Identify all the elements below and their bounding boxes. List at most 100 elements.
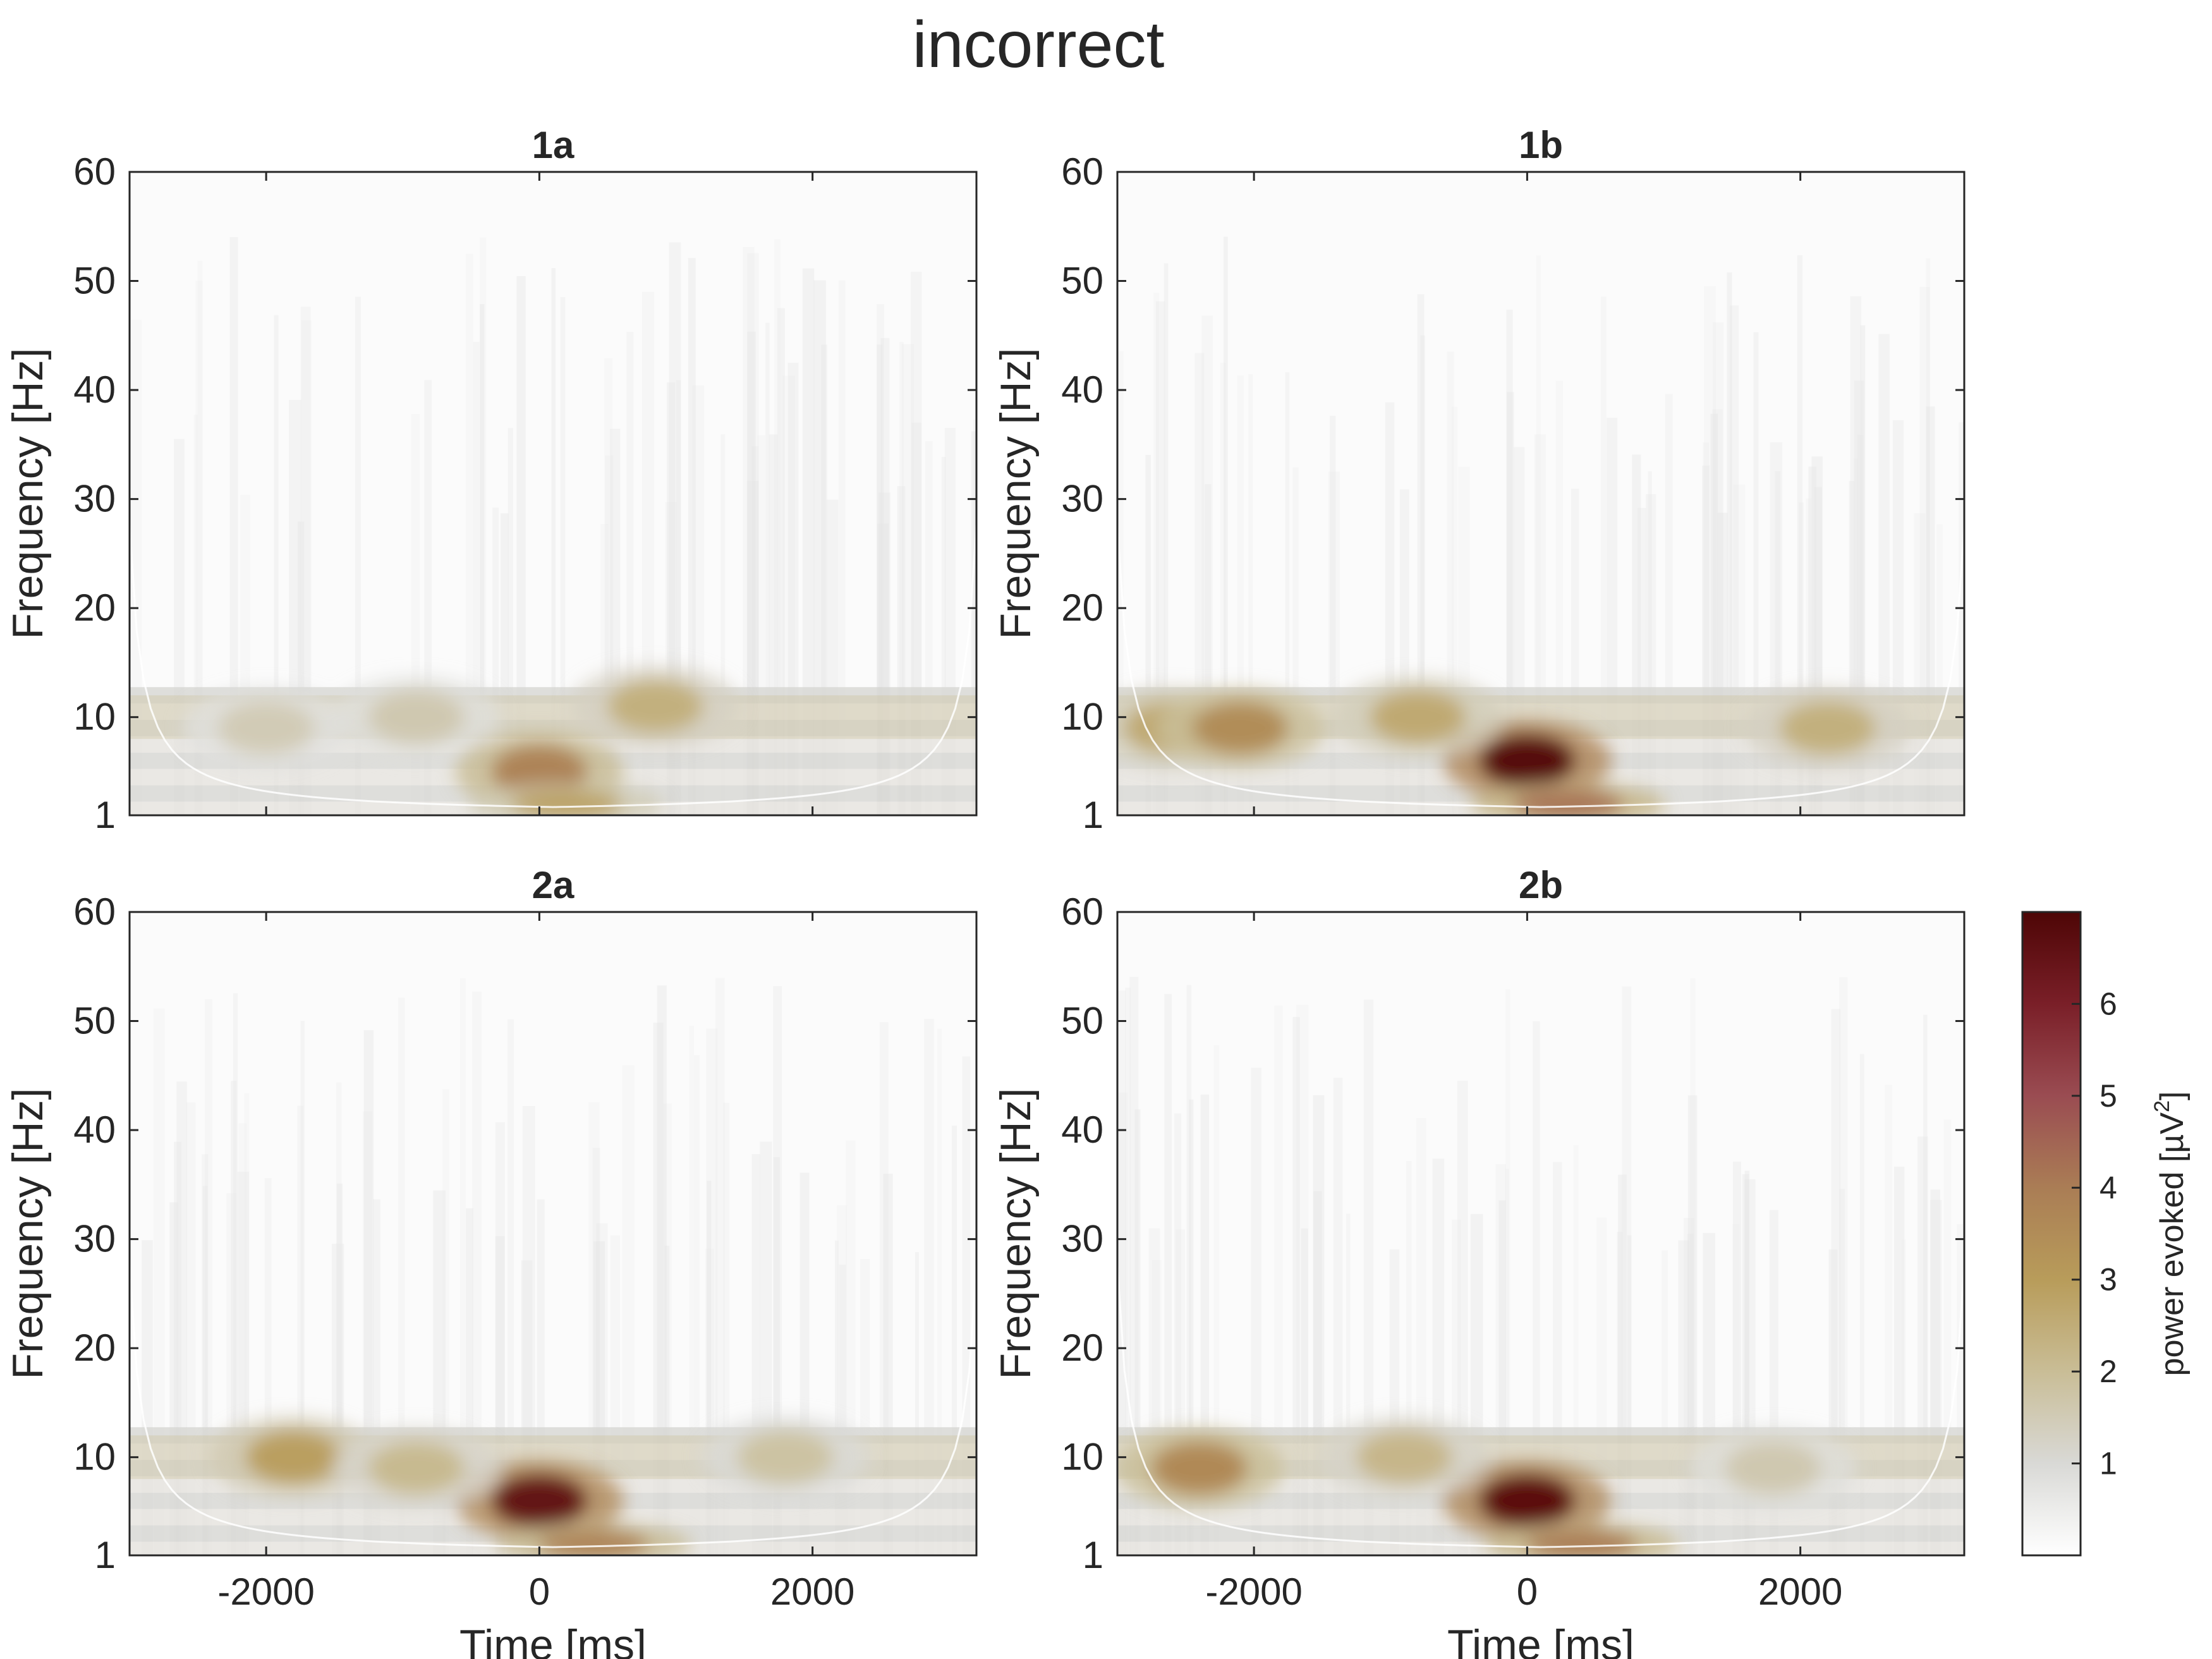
y-tick-label: 60 xyxy=(1061,890,1103,933)
heatmap-cell xyxy=(1186,985,1192,1555)
heatmap-cell xyxy=(1622,986,1632,1555)
heatmap-cell xyxy=(1702,465,1710,815)
heatmap-cell xyxy=(1814,487,1822,815)
colorbar-label-end: ] xyxy=(2154,1091,2191,1100)
heatmap-cell xyxy=(231,1081,237,1555)
heatmap-cell xyxy=(941,456,946,815)
heatmap-cell xyxy=(899,342,904,815)
heatmap-cell xyxy=(1363,999,1374,1555)
heatmap-cell xyxy=(813,280,826,815)
heatmap-cell xyxy=(876,344,883,815)
heatmap-hotspot xyxy=(607,679,704,733)
heatmap-cell xyxy=(1505,1169,1509,1555)
heatmap-cell xyxy=(1406,1160,1412,1555)
heatmap-cell xyxy=(720,434,726,815)
x-tick-label: 0 xyxy=(529,1571,550,1613)
heatmap-hotspot xyxy=(1151,1441,1248,1495)
heatmap-cell xyxy=(1838,977,1848,1555)
heatmap-cell xyxy=(915,1252,919,1555)
hotspots xyxy=(182,666,740,815)
heatmap-cell xyxy=(1205,484,1212,815)
cone-of-influence-line xyxy=(1117,524,1964,808)
heatmap-cell xyxy=(1839,1189,1845,1555)
y-tick-label: 30 xyxy=(1061,1218,1103,1260)
heatmap-cell xyxy=(1224,236,1228,815)
y-tick-label: 40 xyxy=(1061,368,1103,411)
panel-title: 2a xyxy=(532,864,574,906)
heatmap-hotspot xyxy=(1479,734,1576,787)
heatmap-cell xyxy=(1902,1239,1906,1555)
heatmap-cell xyxy=(715,978,725,1555)
heatmap-cell xyxy=(202,1186,208,1555)
heatmap-cell xyxy=(1831,1009,1841,1555)
heatmap-hotspot xyxy=(368,1441,465,1495)
heatmap-cell xyxy=(202,1154,209,1555)
heatmap-cell xyxy=(1850,296,1862,815)
heatmap-cell xyxy=(839,1265,846,1555)
heatmap-cell xyxy=(937,1028,942,1555)
heatmap-cell xyxy=(1806,498,1812,815)
heatmap-cell xyxy=(244,1093,250,1555)
y-tick-label: 30 xyxy=(73,478,116,520)
heatmap-cell xyxy=(1859,1054,1864,1555)
heatmap-cell xyxy=(1447,351,1454,815)
y-tick-label: 50 xyxy=(1061,1000,1103,1042)
panel-2b: 1 10 20 30 40 50 60 -2000 0 2000 2b Frequency [Hz] T… xyxy=(992,864,1966,1659)
heatmap-cell xyxy=(507,428,513,815)
x-tick-label: 2000 xyxy=(770,1571,854,1613)
x-axis-label: Time [ms] xyxy=(1447,1621,1634,1659)
hotspots xyxy=(1117,677,1912,815)
heatmap-cell xyxy=(1285,372,1290,815)
heatmap-cell xyxy=(507,1019,514,1555)
colorbar-tick-label: 6 xyxy=(2100,986,2117,1021)
heatmap-cell xyxy=(765,322,770,815)
heatmap-cell xyxy=(1742,1174,1749,1555)
heatmap-cell xyxy=(1248,374,1253,815)
heatmap-cell xyxy=(1704,286,1717,815)
heatmap-cell xyxy=(1536,255,1541,815)
heatmap-cell xyxy=(1174,1113,1182,1555)
heatmap-cell xyxy=(460,978,466,1555)
heatmap-cell xyxy=(676,380,681,815)
heatmap-cell xyxy=(1710,413,1718,815)
heatmap-cell xyxy=(1797,255,1803,815)
panel-1a: 1 10 20 30 40 50 60 1a Frequency [Hz] xyxy=(4,124,978,836)
y-tick-label: 60 xyxy=(73,890,116,933)
heatmap-cell xyxy=(1943,1119,1952,1555)
colorbar-tick-label: 4 xyxy=(2100,1170,2117,1205)
heatmap-hotspot xyxy=(1526,1530,1638,1555)
heatmap-cell xyxy=(802,268,815,815)
heatmap-cell xyxy=(773,1157,781,1555)
heatmap-cell xyxy=(465,253,473,815)
heatmap-cell xyxy=(373,1199,380,1555)
heatmap-cell xyxy=(1420,335,1425,815)
heatmap-cell xyxy=(1860,325,1866,815)
heatmap-area xyxy=(1117,172,1964,815)
heatmap-cell xyxy=(560,297,566,815)
heatmap-cell xyxy=(1292,1017,1300,1555)
colorbar-label: power evoked [µV2] xyxy=(2150,1091,2191,1376)
heatmap-cell xyxy=(1330,415,1336,815)
colorbar-label-superscript: 2 xyxy=(2150,1100,2174,1112)
heatmap-cell xyxy=(626,332,634,815)
heatmap-cell xyxy=(1690,978,1696,1555)
heatmap-cell xyxy=(1703,442,1710,815)
heatmap-cell xyxy=(971,431,976,815)
heatmap-cell xyxy=(1301,1228,1308,1555)
heatmap-cell xyxy=(747,253,759,815)
heatmap-cell xyxy=(653,1023,664,1555)
y-axis-label: Frequency [Hz] xyxy=(992,1088,1040,1379)
y-tick-label: 20 xyxy=(73,586,116,629)
heatmap-area xyxy=(1117,912,1964,1555)
colorbar-gradient xyxy=(2021,911,2082,1557)
y-tick-label: 50 xyxy=(1061,260,1103,302)
y-tick-label: 10 xyxy=(73,696,116,738)
heatmap-cell xyxy=(1533,1021,1540,1555)
heatmap-cell xyxy=(1919,287,1930,815)
axes-frame xyxy=(1116,911,1966,1557)
heatmap-cell xyxy=(973,419,976,815)
heatmap-hotspot xyxy=(1779,701,1876,755)
heatmap-cell xyxy=(664,1246,670,1555)
